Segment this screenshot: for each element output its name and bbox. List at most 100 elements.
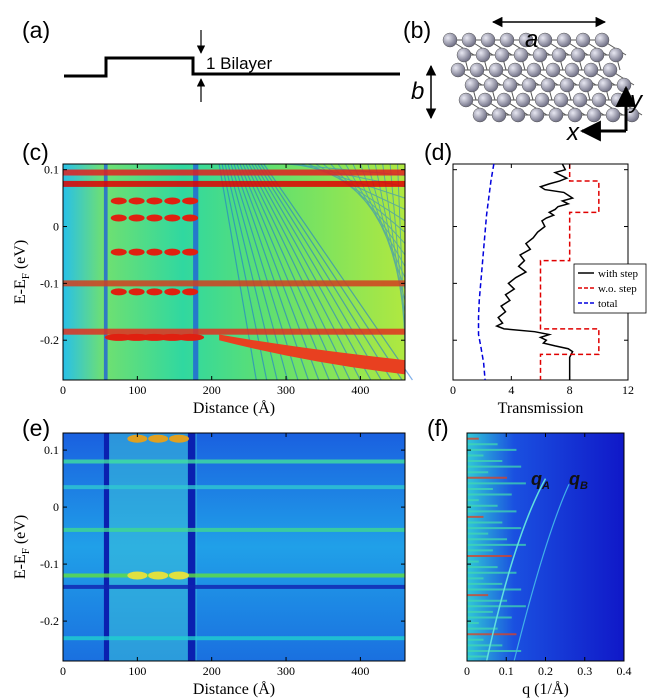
atom (464, 77, 480, 93)
bound-state (110, 288, 127, 296)
step-region (103, 433, 197, 661)
band (63, 584, 405, 589)
bound-state (148, 434, 169, 443)
x-axis-label: Distance (Å) (193, 680, 275, 698)
atom (556, 32, 572, 48)
series-w-o-step (539, 164, 600, 380)
atom (608, 47, 624, 63)
x-tick-label: 0 (60, 383, 66, 397)
y-tick-label: 0 (53, 220, 59, 234)
atom (545, 62, 561, 78)
x-axis-label: q (1/Å) (522, 680, 569, 698)
step-wall (103, 433, 110, 661)
legend-wo-step: w.o. step (598, 283, 637, 295)
bound-state (182, 214, 199, 222)
atom (551, 47, 567, 63)
qB-branch (513, 484, 570, 662)
qA-branch (485, 478, 547, 662)
x-tick-label: 200 (203, 664, 221, 678)
bound-state (128, 214, 145, 222)
bound-state (168, 571, 189, 580)
legend-with-step: with step (598, 268, 639, 280)
x-tick-label: 0 (450, 383, 456, 397)
atom (610, 92, 626, 108)
atom (616, 77, 632, 93)
x-tick-label: 4 (508, 383, 514, 397)
y-axis-label: E-EF (eV) (12, 240, 32, 304)
heatmap-e (62, 432, 406, 662)
x-tick-label: 0.4 (617, 664, 632, 678)
qB-label: qB (569, 469, 588, 492)
x-axis-label: Distance (Å) (193, 399, 275, 417)
x-tick-label: 8 (567, 383, 573, 397)
axis-x-label: x (566, 119, 580, 146)
panel-d-label: (d) (424, 139, 452, 165)
x-tick-label: 400 (351, 383, 369, 397)
atom (572, 92, 588, 108)
x-tick-label: 100 (128, 383, 146, 397)
atom (491, 107, 507, 123)
atom (480, 32, 496, 48)
y-tick-label: 0.1 (44, 443, 59, 457)
bound-state (148, 571, 169, 580)
atom (456, 47, 472, 63)
atom (583, 62, 599, 78)
atom (591, 92, 607, 108)
bound-state (164, 248, 181, 256)
legend-total: total (598, 298, 618, 310)
atom (534, 92, 550, 108)
lattice-b-label: b (411, 78, 424, 105)
x-tick-label: 0.2 (538, 664, 553, 678)
atom (540, 77, 556, 93)
atom (589, 47, 605, 63)
atom (496, 92, 512, 108)
atom (458, 92, 474, 108)
atom (499, 32, 515, 48)
bound-state (128, 288, 145, 296)
band (63, 280, 405, 287)
atom (529, 107, 545, 123)
bound-state (146, 288, 163, 296)
panel-e-label: (e) (22, 415, 50, 441)
atom (521, 77, 537, 93)
atom (515, 92, 531, 108)
bound-state (127, 434, 148, 443)
atom (494, 47, 510, 63)
atom (564, 62, 580, 78)
step-wall (187, 433, 196, 661)
atom (469, 62, 485, 78)
y-tick-label: -0.1 (40, 276, 59, 290)
lattice-arrows (425, 16, 637, 142)
y-tick-label: -0.1 (40, 557, 59, 571)
bound-state (128, 197, 145, 205)
band (63, 180, 405, 187)
x-tick-label: 100 (128, 664, 146, 678)
bound-state (146, 214, 163, 222)
bound-state (110, 214, 127, 222)
bound-state (182, 288, 199, 296)
atom (442, 32, 458, 48)
atom (597, 77, 613, 93)
atom (570, 47, 586, 63)
bound-state (164, 288, 181, 296)
band (63, 459, 405, 464)
x-tick-label: 0.3 (577, 664, 592, 678)
bound-state (146, 248, 163, 256)
atom (475, 47, 491, 63)
bound-state (128, 248, 145, 256)
bound-state (127, 571, 148, 580)
bound-state (176, 333, 205, 341)
atom (502, 77, 518, 93)
x-tick-label: 400 (351, 664, 369, 678)
atom (526, 62, 542, 78)
bound-state (146, 197, 163, 205)
legend: with step w.o. step total (573, 263, 647, 314)
bound-state (168, 434, 189, 443)
step-wall (193, 164, 199, 380)
atom (510, 107, 526, 123)
series-total (477, 163, 495, 381)
bound-state (164, 197, 181, 205)
lattice-illustration (442, 32, 643, 123)
panel-c-label: (c) (22, 139, 49, 165)
x-tick-label: 0 (464, 664, 470, 678)
